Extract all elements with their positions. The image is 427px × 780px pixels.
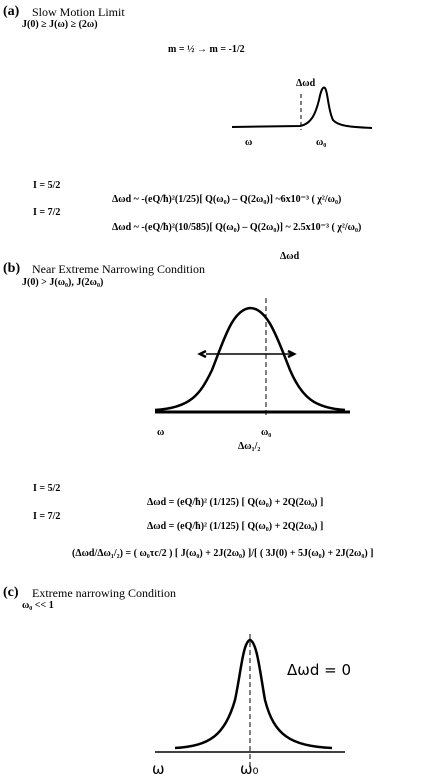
equation: Δωd ~ -(eQ/ħ)²(1/25)[ Q(ω₀) – Q(2ω₀)] ~6…: [112, 194, 342, 205]
spin: I = 5/2: [33, 180, 61, 191]
panel-title: Slow Motion Limit: [32, 5, 125, 19]
equation: Δωd = (eQ/ħ)² (1/125) [ Q(ω₀) + 2Q(2ω₀) …: [147, 521, 324, 532]
axis-label: ω₀: [240, 760, 259, 778]
equation: Δωd = (eQ/ħ)² (1/125) [ Q(ω₀) + 2Q(2ω₀) …: [147, 497, 324, 508]
ratio-equation: (Δωd/Δω₁/₂) = ( ω₀τc/2 ) [ J(ω₀) + 2J(2ω…: [72, 548, 374, 559]
condition: J(0) ≥ J(ω) ≥ (2ω): [22, 19, 98, 30]
axis-label: ω: [152, 760, 165, 778]
shift-label: Δωd: [296, 78, 316, 89]
spin: I = 7/2: [33, 207, 61, 218]
axis-label: ω: [245, 137, 253, 148]
peak-curve: [231, 86, 373, 129]
panel-label: (b): [3, 261, 21, 276]
axis-label: ω₀: [316, 137, 327, 148]
panel-title: Near Extreme Narrowing Condition: [32, 262, 205, 276]
narrow-curve: [174, 638, 333, 750]
panel-label: (c): [3, 585, 19, 600]
diagram-a: [231, 86, 373, 130]
condition: J(0) > J(ω₀), J(2ω₀): [22, 277, 104, 288]
condition: ω₀ << 1: [22, 600, 54, 611]
panel-title: Extreme narrowing Condition: [32, 586, 176, 600]
axis-label: ω: [157, 427, 165, 438]
shift-label: Δωd: [280, 251, 300, 262]
diagram-c: [155, 634, 345, 770]
diagram-b: [154, 298, 350, 418]
transition: m = ½ → m = -1/2: [168, 44, 245, 55]
spin: I = 5/2: [33, 483, 61, 494]
spin: I = 7/2: [33, 511, 61, 522]
arrow-heads: [197, 349, 297, 359]
bell-curve: [154, 306, 346, 412]
shift-label: Δωd = 0: [287, 661, 351, 679]
axis-label: ω₀: [261, 427, 272, 438]
equation: Δωd ~ -(eQ/ħ)²(10/585)[ Q(ω₀) – Q(2ω₀)] …: [112, 222, 362, 233]
panel-label: (a): [3, 4, 20, 19]
width-label: Δω₁/₂: [238, 441, 261, 452]
